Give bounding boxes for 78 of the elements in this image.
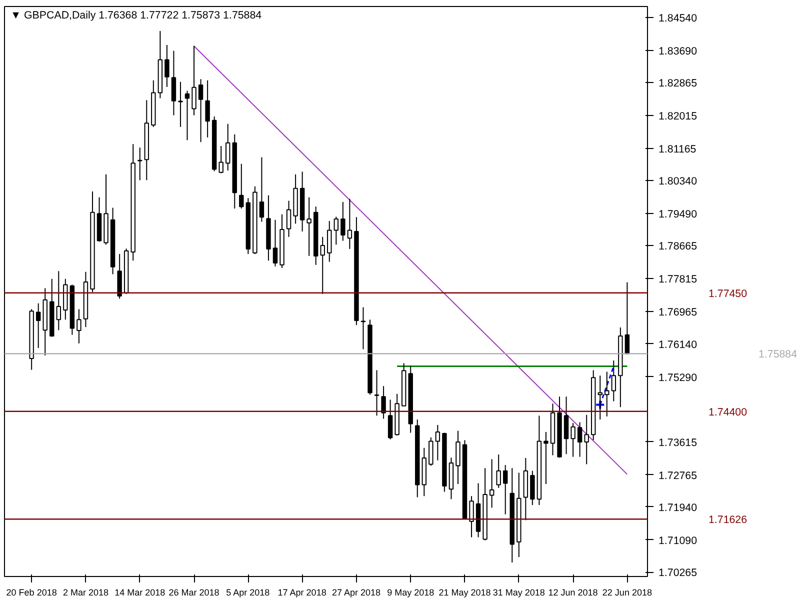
candlestick — [306, 196, 312, 256]
candlestick — [360, 306, 366, 350]
y-tick-label: 1.81165 — [658, 144, 696, 156]
y-tick-label: 1.82865 — [658, 77, 698, 90]
y-tick-label: 1.79490 — [658, 208, 698, 221]
candlestick — [76, 308, 82, 344]
x-tick-label: 26 Mar 2018 — [168, 588, 220, 598]
candlestick — [184, 90, 190, 141]
y-tick-label: 1.70265 — [658, 567, 698, 580]
candlestick — [347, 198, 352, 250]
candlestick — [334, 216, 339, 246]
y-tick-label: 1.71090 — [658, 534, 698, 547]
candlestick — [320, 236, 325, 295]
candlestick — [198, 78, 204, 143]
x-tick-label: 14 Mar 2018 — [114, 588, 166, 598]
candlestick — [611, 360, 616, 402]
candlestick — [469, 496, 474, 538]
y-tick-label: 1.82015 — [658, 110, 698, 122]
candlestick — [564, 396, 569, 455]
y-tick-label: 1.71940 — [658, 502, 698, 514]
candlestick — [164, 44, 170, 88]
y-tick-label: 1.77815 — [658, 274, 698, 286]
candlestick — [340, 201, 346, 242]
candlestick — [530, 470, 535, 506]
x-tick-label: 12 Jun 2018 — [548, 588, 598, 598]
candlestick — [286, 200, 292, 238]
candlestick — [374, 370, 380, 416]
candlestick — [36, 302, 41, 349]
y-tick-label: 1.72765 — [658, 470, 698, 482]
candlestick — [496, 454, 501, 488]
ref-line-label: 1.75884 — [758, 348, 798, 361]
candlestick — [56, 270, 62, 331]
y-tick-label: 1.75290 — [658, 372, 698, 384]
candlestick — [138, 147, 142, 181]
ref-line-label: 1.74400 — [708, 406, 748, 418]
candlestick — [327, 220, 332, 262]
ref-line-label: 1.71626 — [708, 514, 748, 526]
candlestick — [503, 464, 508, 515]
candlestick — [388, 399, 393, 440]
candlestick — [192, 45, 196, 116]
candlestick — [239, 163, 244, 210]
x-tick-label: 9 May 2018 — [387, 588, 434, 598]
candlestick — [381, 386, 386, 420]
candlestick — [178, 81, 183, 128]
candlestick — [428, 436, 434, 466]
candlestick — [544, 431, 548, 485]
x-tick-label: 2 Mar 2018 — [62, 588, 108, 598]
candlestick — [435, 424, 440, 461]
candlestick — [225, 123, 230, 171]
chart-title: ▼ GBPCAD,Daily 1.76368 1.77722 1.75873 1.75884 — [10, 10, 262, 22]
y-tick-label: 1.83690 — [658, 45, 698, 58]
candlestick — [624, 282, 630, 355]
ref-line-label: 1.77450 — [708, 288, 748, 300]
candlestick — [577, 422, 582, 458]
candlestick — [456, 430, 460, 485]
x-tick-label: 20 Feb 2018 — [6, 588, 57, 598]
candlestick — [570, 422, 576, 458]
y-tick-label: 1.76965 — [658, 306, 698, 319]
x-tick-label: 5 Apr 2018 — [226, 588, 270, 598]
y-tick-label: 1.76140 — [658, 338, 698, 351]
y-tick-label: 1.84540 — [658, 12, 698, 24]
candlestick — [218, 145, 224, 174]
y-tick-label: 1.80340 — [658, 176, 698, 188]
candlestick — [489, 458, 494, 508]
x-tick-label: 21 May 2018 — [438, 588, 491, 598]
candlestick — [205, 80, 210, 138]
x-tick-label: 31 May 2018 — [492, 588, 545, 598]
candlestick — [259, 156, 264, 222]
candlestick — [598, 375, 602, 420]
candlestick — [584, 414, 589, 465]
y-tick-label: 1.73615 — [658, 436, 698, 449]
candlestick — [272, 219, 278, 267]
x-tick-label: 27 Apr 2018 — [332, 588, 380, 598]
x-tick-label: 17 Apr 2018 — [278, 588, 326, 598]
y-tick-label: 1.78665 — [658, 240, 698, 253]
candlestick — [171, 50, 176, 116]
x-tick-label: 22 Jun 2018 — [602, 588, 652, 598]
candlestick — [604, 371, 610, 417]
